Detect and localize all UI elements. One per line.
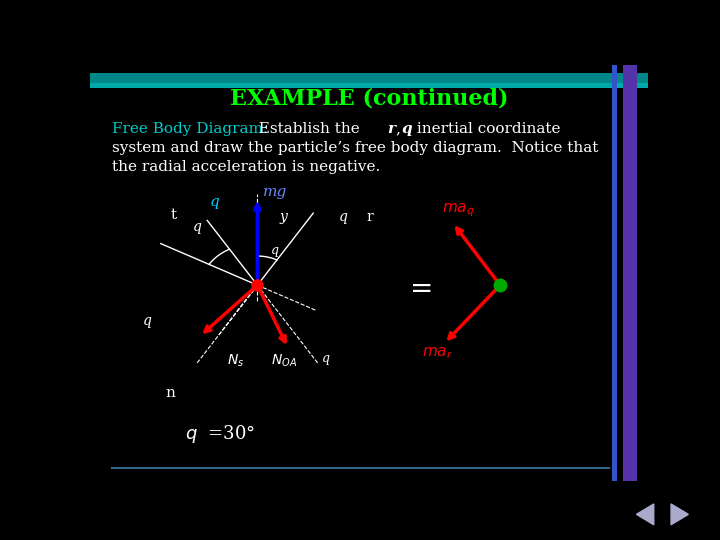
Text: =: = bbox=[410, 275, 433, 303]
Text: Free Body Diagram:: Free Body Diagram: bbox=[112, 122, 269, 136]
Text: q: q bbox=[193, 220, 202, 234]
Text: y: y bbox=[279, 210, 287, 224]
Text: $N_{OA}$: $N_{OA}$ bbox=[271, 352, 297, 369]
FancyBboxPatch shape bbox=[90, 73, 648, 84]
FancyBboxPatch shape bbox=[90, 83, 648, 87]
Text: n: n bbox=[166, 387, 175, 401]
FancyBboxPatch shape bbox=[612, 65, 617, 481]
Text: r: r bbox=[387, 122, 395, 136]
Text: r: r bbox=[366, 210, 373, 224]
Text: q: q bbox=[401, 122, 412, 136]
Polygon shape bbox=[636, 504, 654, 525]
Text: ,: , bbox=[396, 122, 400, 136]
Text: t: t bbox=[171, 208, 177, 221]
Text: q: q bbox=[322, 352, 330, 365]
Text: $N_s$: $N_s$ bbox=[227, 352, 244, 369]
Text: inertial coordinate: inertial coordinate bbox=[412, 122, 560, 136]
FancyBboxPatch shape bbox=[623, 65, 637, 481]
Text: $ma_r$: $ma_r$ bbox=[422, 345, 453, 361]
Text: $ma_q$: $ma_q$ bbox=[441, 201, 474, 219]
Text: q: q bbox=[210, 195, 220, 209]
Polygon shape bbox=[671, 504, 688, 525]
Text: $q$  =30$\degree$: $q$ =30$\degree$ bbox=[185, 423, 255, 445]
Text: the radial acceleration is negative.: the radial acceleration is negative. bbox=[112, 160, 381, 174]
Text: q: q bbox=[143, 314, 152, 328]
Text: q: q bbox=[271, 244, 279, 257]
Text: q: q bbox=[338, 210, 347, 224]
Text: Establish the: Establish the bbox=[249, 122, 364, 136]
Text: system and draw the particle’s free body diagram.  Notice that: system and draw the particle’s free body… bbox=[112, 141, 599, 155]
Text: EXAMPLE (continued): EXAMPLE (continued) bbox=[230, 87, 508, 109]
Text: mg: mg bbox=[263, 185, 287, 199]
